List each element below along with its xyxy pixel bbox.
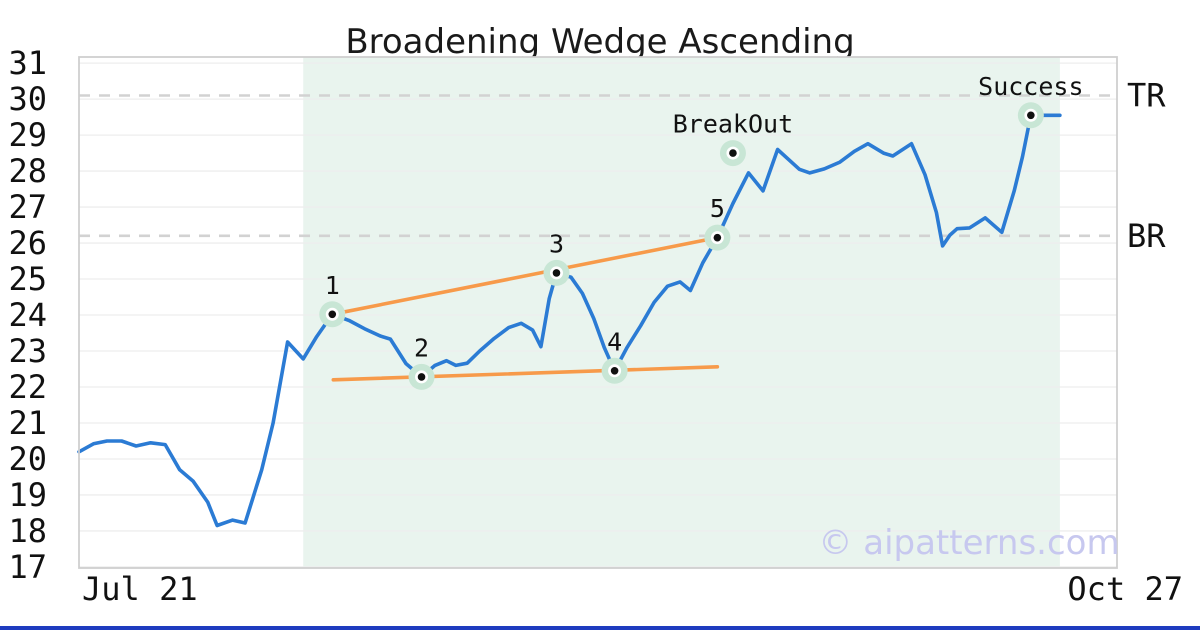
watermark: © aipatterns.com (818, 523, 1120, 563)
svg-text:5: 5 (710, 194, 725, 223)
svg-text:Jul 21: Jul 21 (82, 570, 198, 608)
svg-text:26: 26 (8, 224, 47, 262)
chart-title: Broadening Wedge Ascending (345, 22, 855, 62)
svg-text:21: 21 (8, 404, 47, 442)
svg-text:18: 18 (8, 512, 47, 550)
svg-text:27: 27 (8, 188, 47, 226)
svg-text:22: 22 (8, 368, 47, 406)
svg-text:29: 29 (8, 116, 47, 154)
svg-text:4: 4 (607, 327, 622, 356)
svg-text:1: 1 (325, 271, 340, 300)
svg-text:Oct 27: Oct 27 (1067, 570, 1183, 608)
svg-text:23: 23 (8, 332, 47, 370)
svg-text:20: 20 (8, 440, 47, 478)
svg-text:25: 25 (8, 260, 47, 298)
svg-text:2: 2 (414, 333, 429, 362)
svg-text:BreakOut: BreakOut (673, 110, 793, 139)
bottom-accent-bar (0, 626, 1200, 630)
svg-text:19: 19 (8, 476, 47, 514)
svg-text:31: 31 (8, 44, 47, 82)
svg-text:30: 30 (8, 80, 47, 118)
svg-text:TR: TR (1127, 77, 1166, 115)
svg-text:24: 24 (8, 296, 47, 334)
svg-text:BR: BR (1127, 217, 1166, 255)
svg-text:3: 3 (549, 229, 564, 258)
svg-text:28: 28 (8, 152, 47, 190)
svg-text:17: 17 (8, 548, 47, 586)
svg-text:Success: Success (978, 72, 1083, 101)
